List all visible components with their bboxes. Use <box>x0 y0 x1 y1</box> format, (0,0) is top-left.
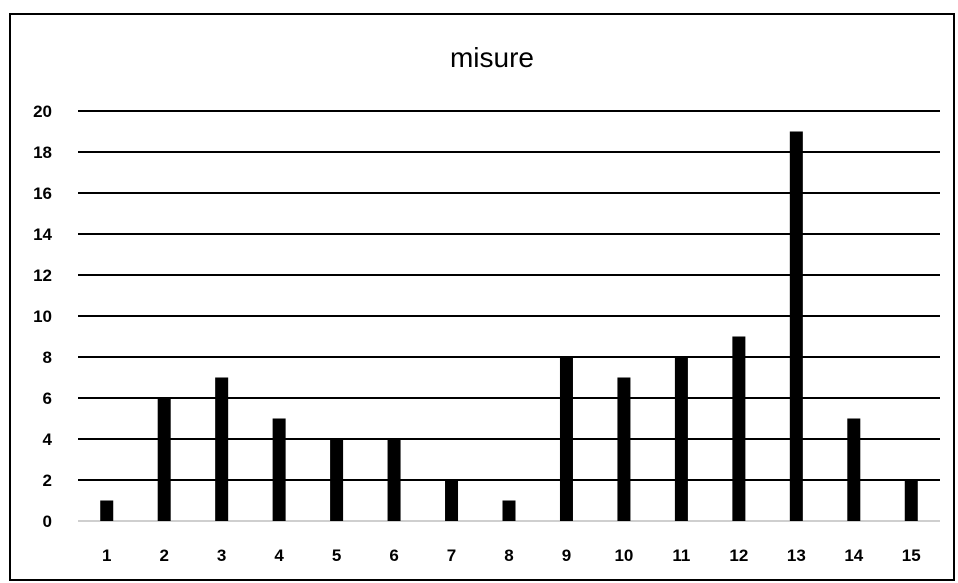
x-tick-label: 1 <box>102 546 111 565</box>
x-tick-label: 14 <box>844 546 863 565</box>
bars <box>100 131 918 521</box>
bar <box>732 336 746 521</box>
y-tick-label: 16 <box>33 184 52 203</box>
x-tick-label: 4 <box>274 546 284 565</box>
y-tick-label: 6 <box>43 389 52 408</box>
x-tick-label: 8 <box>504 546 513 565</box>
y-tick-label: 10 <box>33 307 52 326</box>
x-tick-label: 2 <box>159 546 168 565</box>
x-tick-label: 13 <box>787 546 806 565</box>
bar <box>100 500 114 521</box>
x-tick-label: 12 <box>729 546 748 565</box>
y-tick-label: 4 <box>43 430 53 449</box>
y-axis-ticks: 0 2 4 6 8 10 12 14 16 18 20 <box>33 102 52 531</box>
x-tick-label: 6 <box>389 546 398 565</box>
bar <box>847 418 861 521</box>
y-tick-label: 18 <box>33 143 52 162</box>
x-tick-label: 10 <box>614 546 633 565</box>
bar <box>674 357 688 521</box>
bar <box>215 377 229 521</box>
y-tick-label: 14 <box>33 225 52 244</box>
bar <box>502 500 516 521</box>
x-tick-label: 7 <box>447 546 456 565</box>
bar <box>904 480 918 521</box>
y-tick-label: 2 <box>43 471 52 490</box>
bar <box>330 439 344 521</box>
x-tick-label: 15 <box>902 546 921 565</box>
y-tick-label: 0 <box>43 512 52 531</box>
x-tick-label: 3 <box>217 546 226 565</box>
bar <box>387 439 401 521</box>
bar <box>789 131 803 521</box>
bar <box>617 377 631 521</box>
y-tick-label: 12 <box>33 266 52 285</box>
x-tick-label: 11 <box>672 546 690 565</box>
y-tick-label: 20 <box>33 102 52 121</box>
y-tick-label: 8 <box>43 348 52 367</box>
gridlines <box>78 110 940 522</box>
x-tick-label: 5 <box>332 546 341 565</box>
x-axis-ticks: 1 2 3 4 5 6 7 8 9 10 11 12 13 14 15 <box>102 546 921 565</box>
bar <box>157 398 171 521</box>
bar <box>559 357 573 521</box>
bar <box>445 480 459 521</box>
x-tick-label: 9 <box>562 546 571 565</box>
bar <box>272 418 286 521</box>
chart-title: misure <box>450 42 534 73</box>
